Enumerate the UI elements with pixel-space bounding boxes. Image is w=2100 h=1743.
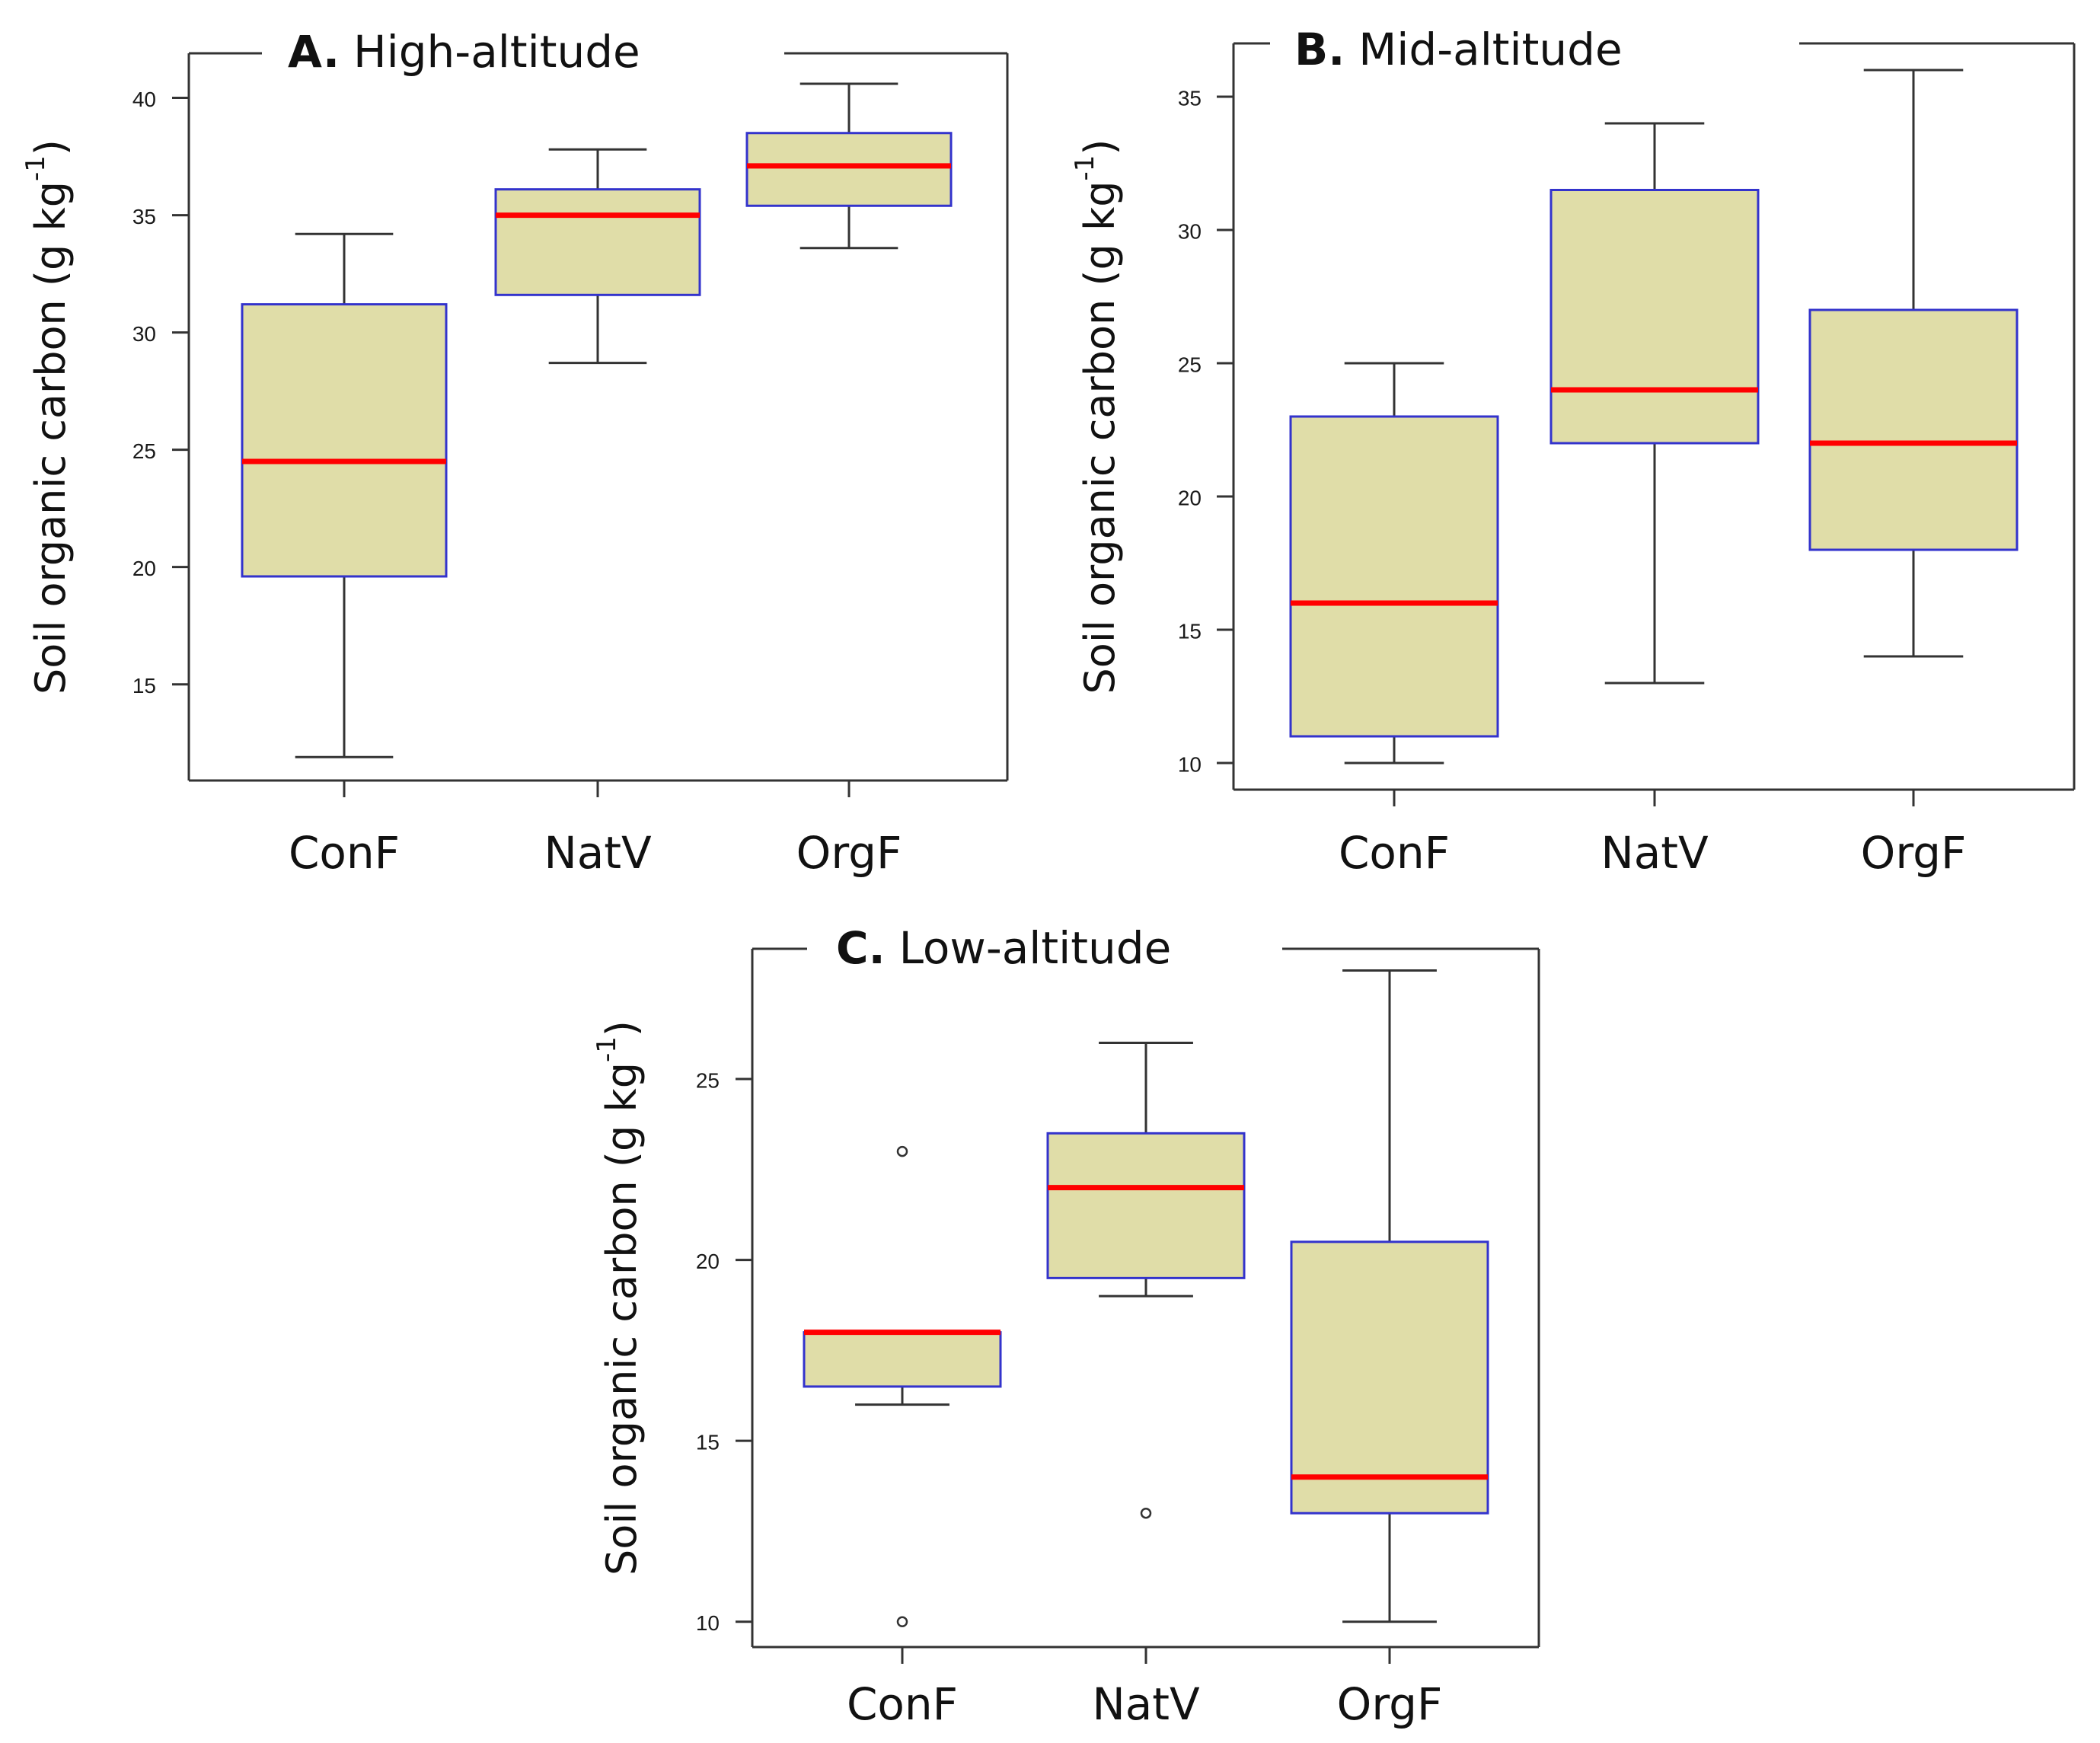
y-tick-label: 35	[1178, 86, 1202, 110]
y-axis-label: Soil organic carbon (g kg-1)	[21, 139, 75, 694]
y-tick-label: 35	[132, 205, 156, 228]
y-axis-label-sup: -1	[592, 1036, 622, 1062]
category-label: OrgF	[1337, 1678, 1443, 1730]
y-tick-label: 30	[132, 322, 156, 346]
box-natv	[1046, 1132, 1246, 1279]
y-tick-label: 25	[132, 439, 156, 463]
panel-title: High-altitude	[353, 26, 640, 78]
y-axis-label-main: Soil organic carbon (g kg	[1076, 181, 1124, 694]
chart-panel-a: A. High-altitude 15 20 25 30 35 40 Soil organic …	[21, 26, 1009, 879]
y-axis-label-close: )	[1076, 139, 1124, 155]
y-axis-label: Soil organic carbon (g kg-1)	[592, 1020, 646, 1575]
box-natv	[494, 188, 701, 296]
outlier-point	[1140, 1507, 1152, 1519]
y-axis-label-main: Soil organic carbon (g kg	[598, 1062, 646, 1575]
outlier-point	[896, 1616, 908, 1627]
box-conf	[1289, 415, 1499, 738]
panel-title: Low-altitude	[899, 922, 1172, 974]
y-tick-label: 20	[696, 1250, 720, 1273]
panel-title: Mid-altitude	[1358, 24, 1622, 75]
outlier-point	[896, 1145, 908, 1157]
y-tick-label: 20	[1178, 486, 1202, 509]
category-label: ConF	[847, 1678, 958, 1730]
category-label: NatV	[1601, 827, 1709, 879]
box-orgf	[1290, 1240, 1489, 1515]
y-axis-label-close: )	[598, 1020, 646, 1036]
y-tick-label: 10	[696, 1611, 720, 1635]
y-axis-label-sup: -1	[1070, 155, 1100, 181]
y-axis-label-main: Soil organic carbon (g kg	[27, 181, 75, 694]
box-orgf	[745, 132, 953, 207]
chart-title: C. Low-altitude	[836, 922, 1171, 974]
category-label: OrgF	[796, 827, 902, 879]
category-label: NatV	[544, 827, 652, 879]
box-conf	[803, 1331, 1002, 1388]
y-axis-label-sup: -1	[21, 155, 51, 181]
y-axis-label: Soil organic carbon (g kg-1)	[1070, 139, 1124, 694]
chart-title: B. Mid-altitude	[1294, 24, 1623, 75]
panel-label: C.	[836, 922, 886, 974]
y-tick-label: 25	[696, 1068, 720, 1092]
y-tick-label: 15	[132, 674, 156, 698]
category-label: NatV	[1092, 1678, 1200, 1730]
y-tick-label: 20	[132, 557, 156, 580]
panel-label: A.	[288, 26, 340, 78]
y-tick-label: 15	[1178, 619, 1202, 643]
chart-title: A. High-altitude	[288, 26, 640, 78]
box-natv	[1549, 189, 1760, 445]
y-tick-label: 25	[1178, 353, 1202, 376]
panel-label: B.	[1294, 24, 1345, 75]
category-label: ConF	[1339, 827, 1450, 879]
category-label: OrgF	[1861, 827, 1967, 879]
y-tick-label: 40	[132, 88, 156, 111]
category-label: ConF	[289, 827, 400, 879]
chart-panel-b: B. Mid-altitude 10 15 20 25 30 35 Soil organic c…	[1070, 24, 2076, 879]
box-orgf	[1808, 308, 2019, 551]
y-tick-label: 15	[696, 1431, 720, 1454]
y-tick-label: 10	[1178, 752, 1202, 776]
box-conf	[241, 303, 448, 578]
y-tick-label: 30	[1178, 219, 1202, 243]
y-axis-label-close: )	[27, 139, 75, 155]
chart-panel-c: C. Low-altitude 10 15 20 25 Soil organic carbo…	[592, 922, 1540, 1730]
